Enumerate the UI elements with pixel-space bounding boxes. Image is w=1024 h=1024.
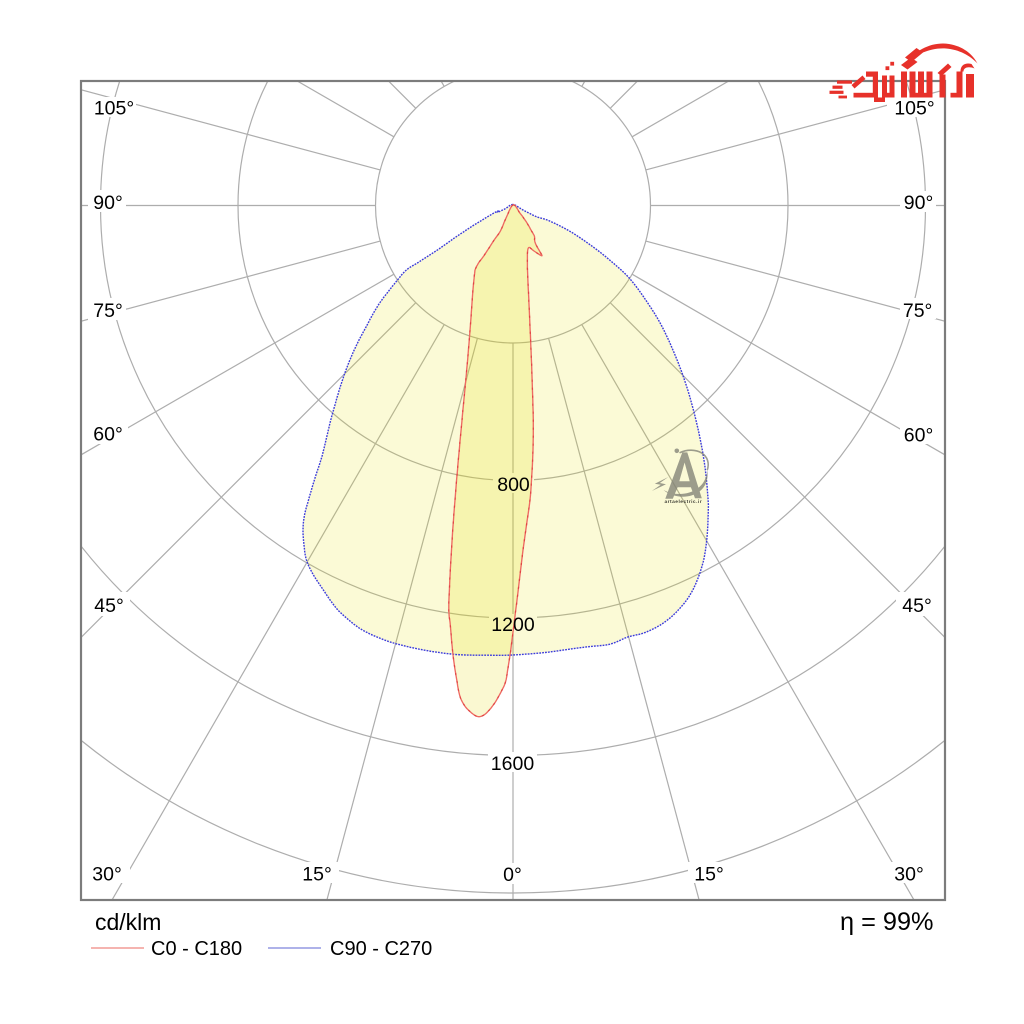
svg-text:C0 - C180: C0 - C180 [151, 938, 242, 960]
svg-text:45°: 45° [902, 595, 932, 617]
svg-text:75°: 75° [903, 300, 933, 322]
svg-text:η = 99%: η = 99% [840, 908, 934, 936]
svg-text:60°: 60° [93, 424, 123, 446]
svg-text:105°: 105° [894, 98, 934, 120]
svg-text:1200: 1200 [491, 614, 535, 636]
svg-text:C90 - C270: C90 - C270 [330, 938, 432, 960]
svg-text:1600: 1600 [491, 753, 535, 775]
svg-text:75°: 75° [93, 300, 123, 322]
svg-text:800: 800 [497, 474, 530, 496]
svg-text:60°: 60° [904, 425, 934, 447]
svg-text:0°: 0° [503, 864, 522, 886]
svg-text:45°: 45° [94, 595, 124, 617]
svg-text:15°: 15° [694, 864, 724, 886]
svg-text:30°: 30° [894, 864, 924, 886]
svg-text:90°: 90° [904, 192, 934, 214]
svg-text:cd/klm: cd/klm [95, 909, 161, 935]
svg-text:90°: 90° [93, 192, 123, 214]
svg-text:15°: 15° [302, 864, 332, 886]
svg-text:artaelectric.ir: artaelectric.ir [665, 499, 703, 505]
svg-text:105°: 105° [94, 98, 134, 120]
svg-text:30°: 30° [92, 864, 122, 886]
